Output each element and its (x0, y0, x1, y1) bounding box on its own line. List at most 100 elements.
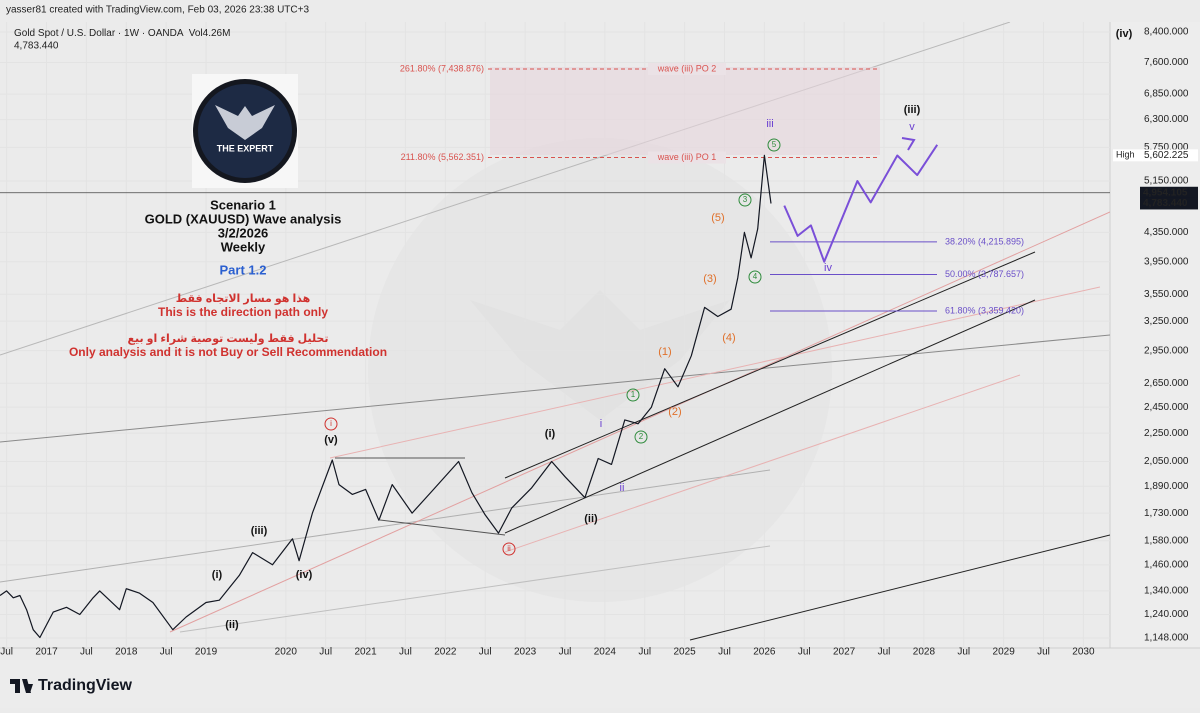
wave-circle (324, 417, 338, 431)
wave-circle (502, 542, 516, 556)
x-tick-label: Jul (638, 647, 651, 658)
target-note-bg (648, 62, 726, 75)
credit: yasser81 created with TradingView.com, F… (6, 5, 309, 16)
wave-label: i (330, 419, 332, 428)
english-note: Only analysis and it is not Buy or Sell … (69, 345, 387, 359)
volume: 4.26M (203, 28, 231, 39)
x-tick-label: 2026 (753, 647, 776, 658)
y-tick-label: 7,600.000 (1144, 57, 1189, 68)
price-tag (1140, 186, 1198, 199)
y-tick-label: 1,730.000 (1144, 508, 1189, 519)
wave-labels: (iv)(iii)viii53(5)4(3)(4)(1)1(2)2iii(i)(… (212, 28, 1133, 631)
part: Part 1.2 (220, 262, 267, 277)
analysis-date: 3/2/2026 (218, 225, 269, 240)
last-price: 4,783.440 (14, 41, 59, 52)
x-tick-label: Jul (957, 647, 970, 658)
wave-label: 5 (772, 140, 777, 149)
x-tick-label: Jul (319, 647, 332, 658)
x-tick-label: Jul (718, 647, 731, 658)
x-tick-label: 2017 (35, 647, 58, 658)
wave-label: 2 (639, 432, 644, 441)
y-tick-label: 6,300.000 (1144, 114, 1189, 125)
y-tick-label: 1,240.000 (1144, 609, 1189, 620)
wave-circle (767, 138, 781, 152)
wave-label: (iv) (1116, 28, 1133, 40)
footer: TradingView (10, 677, 133, 694)
wave-label: (2) (668, 406, 681, 418)
retracement-label: 61.80% (3,359.420) (945, 305, 1024, 315)
y-tick-label: 6,850.000 (1144, 89, 1189, 100)
analysis-title: GOLD (XAUUSD) Wave analysis (145, 211, 342, 226)
channel-line (179, 545, 771, 633)
wave-label: i (600, 418, 602, 430)
wave-label: (5) (711, 212, 724, 224)
x-tick-label: 2021 (354, 647, 377, 658)
wave-label: (iii) (251, 525, 268, 537)
arabic-note: هذا هو مسار الاتجاه فقط (176, 293, 311, 305)
high-tag (1113, 149, 1143, 162)
y-tick-label: 2,950.000 (1144, 345, 1189, 356)
scenario: Scenario 1 (210, 197, 276, 212)
y-tick-label: 1,580.000 (1144, 535, 1189, 546)
retracement-label: 50.00% (3,787.657) (945, 269, 1024, 279)
logo-eagle (215, 105, 275, 140)
x-tick-label: Jul (80, 647, 93, 658)
wave-circle (626, 388, 640, 402)
x-tick-label: Jul (160, 647, 173, 658)
logo: THE EXPERT (192, 74, 298, 188)
watermark-eagle (470, 290, 730, 420)
brand-icon (10, 679, 33, 693)
fib-levels: 261.80% (7,438.876) wave (iii) PO 2 211.80… (400, 62, 1024, 315)
x-tick-label: 2030 (1072, 647, 1095, 658)
target-level-label: 261.80% (7,438.876) (400, 63, 484, 73)
timeframe: Weekly (221, 239, 266, 254)
price-axis-panel (1110, 22, 1200, 648)
symbol: Gold Spot / U.S. Dollar · 1W · OANDA (14, 28, 184, 39)
x-tick-label: 2025 (673, 647, 696, 658)
projection-path (783, 144, 939, 263)
high-label: High (1116, 150, 1135, 160)
channel-line (0, 334, 1110, 443)
x-tick-label: 2018 (115, 647, 138, 658)
y-tick-label: 3,950.000 (1144, 256, 1189, 267)
price-tag-label: 4,954.105 (1143, 187, 1188, 198)
y-tick-label: 2,050.000 (1144, 456, 1189, 467)
y-tick-label: 2,250.000 (1144, 428, 1189, 439)
wave-label: (i) (212, 569, 223, 581)
wave-label: iv (824, 262, 832, 274)
price-tag-label: 5,602.225 (1144, 150, 1189, 161)
brand: TradingView (38, 677, 133, 694)
x-tick-label: Jul (479, 647, 492, 658)
price-tag-label: 4,783.440 (1143, 198, 1188, 209)
x-tick-label: 2028 (913, 647, 936, 658)
wave-circle (748, 270, 762, 284)
channel-line (504, 374, 1021, 553)
retracement-label: 38.20% (4,215.895) (945, 236, 1024, 246)
y-tick-label: 1,148.000 (1144, 633, 1189, 644)
channel-line (0, 469, 771, 583)
wave-label: 1 (631, 390, 636, 399)
symbol-line: Gold Spot / U.S. Dollar · 1W · OANDA Vol4… (14, 28, 230, 39)
arabic-note: تحليل فقط وليست توصية شراء او بيع (127, 333, 328, 345)
wave-label: ii (507, 544, 511, 553)
y-tick-label: 1,890.000 (1144, 481, 1189, 492)
wave-label: (iii) (904, 104, 921, 116)
y-tick-label: 2,450.000 (1144, 402, 1189, 413)
analysis-notes: Scenario 1 GOLD (XAUUSD) Wave analysis 3… (69, 197, 387, 359)
wave-label: 3 (743, 195, 748, 204)
wave-label: v (909, 121, 915, 133)
channel-line (329, 286, 1101, 459)
x-tick-label: 2027 (833, 647, 856, 658)
x-tick-label: Jul (798, 647, 811, 658)
watermark (368, 138, 832, 602)
wave-label: (1) (658, 346, 671, 358)
y-tick-label: 1,340.000 (1144, 586, 1189, 597)
x-tick-label: 2023 (514, 647, 537, 658)
channel-line (504, 299, 1036, 534)
wave-circle (738, 193, 752, 207)
wave-label: (iv) (296, 569, 313, 581)
x-tick-label: 2029 (993, 647, 1016, 658)
y-tick-label: 8,400.000 (1144, 27, 1189, 38)
x-tick-label: Jul (1037, 647, 1050, 658)
